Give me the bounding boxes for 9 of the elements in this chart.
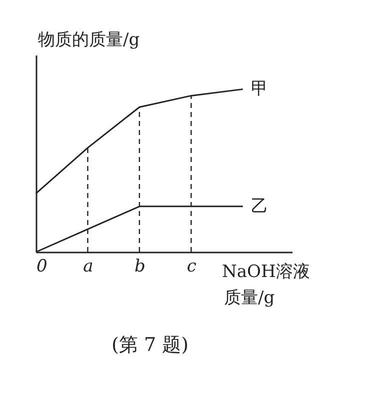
y-axis-title: 物质的质量/g xyxy=(38,30,140,50)
x-tick-label: a xyxy=(83,256,94,276)
series-label: 乙 xyxy=(250,196,268,216)
x-tick-label: b xyxy=(134,256,146,276)
text: (第 7 题) xyxy=(112,334,188,356)
x-tick-label: c xyxy=(186,256,197,276)
series-label: 甲 xyxy=(250,79,268,100)
x-tick-label: 0 xyxy=(36,256,48,276)
x-axis-title: NaOH溶液质量/g xyxy=(222,262,310,308)
